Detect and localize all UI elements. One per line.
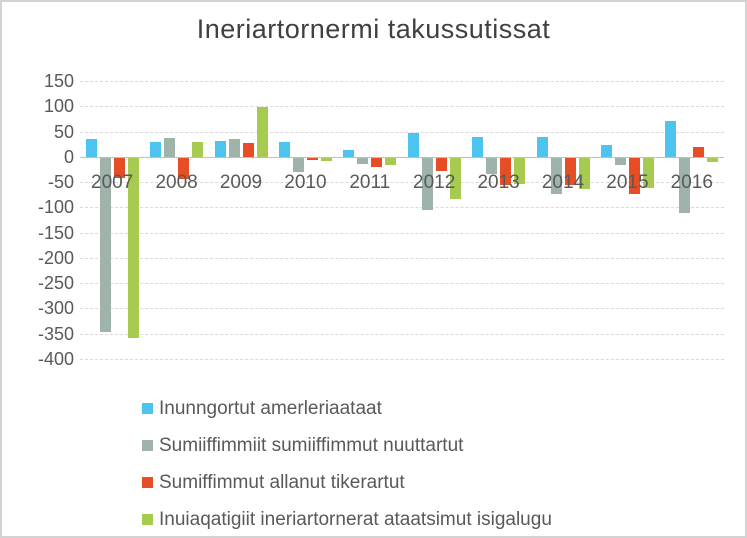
- chart-title: Ineriartornermi takussutissat: [196, 14, 551, 44]
- bar-series-2-2011: [357, 157, 369, 165]
- gridline: [80, 283, 724, 285]
- bar-series-3-2013: [500, 157, 512, 186]
- gridline: [80, 333, 724, 335]
- bar-series-2-2014: [550, 157, 562, 194]
- gridline: [80, 106, 724, 108]
- bar-series-3-2012: [435, 157, 447, 171]
- bar-series-3-2015: [628, 157, 640, 195]
- legend-item-3: Sumiffimmut allanut tikerartut: [142, 472, 552, 493]
- bar-series-3-2014: [564, 157, 576, 186]
- bar-series-2-2010: [292, 157, 304, 173]
- y-tick-label: -50: [47, 172, 74, 193]
- legend-swatch-icon: [142, 440, 153, 451]
- legend-swatch-icon: [142, 514, 153, 525]
- y-tick-label: -100: [37, 197, 74, 218]
- gridline: [80, 308, 724, 310]
- zero-axis-line: [80, 156, 724, 158]
- bar-series-1-2014: [536, 136, 548, 157]
- bar-series-3-2007: [113, 157, 125, 179]
- bar-series-4-2009: [256, 106, 268, 157]
- bar-series-1-2009: [214, 140, 226, 157]
- bar-series-3-2011: [371, 157, 383, 168]
- bar-series-1-2016: [665, 120, 677, 157]
- bar-series-2-2016: [679, 157, 691, 214]
- legend-label: Sumiiffimmiit sumiiffimmut nuuttartut: [159, 434, 464, 456]
- y-tick-label: -300: [37, 298, 74, 319]
- bar-series-1-2011: [343, 150, 355, 157]
- y-tick-label: 0: [63, 146, 74, 167]
- bar-series-2-2013: [486, 157, 498, 174]
- x-category-label: 2008: [155, 171, 198, 193]
- legend-item-2: Sumiiffimmiit sumiiffimmut nuuttartut: [142, 435, 552, 456]
- y-tick-label: -150: [37, 222, 74, 243]
- legend-swatch-icon: [142, 477, 153, 488]
- bar-series-1-2012: [407, 132, 419, 157]
- x-category-label: 2009: [219, 171, 263, 193]
- y-tick-label: 100: [43, 96, 74, 117]
- bar-series-4-2011: [385, 157, 397, 165]
- gridline: [80, 257, 724, 259]
- bar-series-3-2016: [693, 146, 705, 157]
- bar-series-4-2012: [449, 157, 461, 200]
- bar-series-1-2008: [150, 141, 162, 157]
- x-category-label: 2015: [606, 171, 649, 193]
- gridline: [80, 359, 724, 360]
- bar-series-3-2009: [242, 143, 254, 157]
- y-tick-label: 50: [53, 121, 74, 142]
- bar-series-1-2013: [472, 136, 484, 157]
- x-category-label: 2007: [91, 171, 134, 193]
- bar-series-2-2015: [614, 157, 626, 166]
- legend-label: Sumiffimmut allanut tikerartut: [159, 471, 405, 493]
- legend-label: Inunngortut amerleriaataat: [159, 397, 382, 419]
- bar-series-2-2008: [164, 137, 176, 157]
- bar-series-3-2008: [178, 157, 190, 180]
- gridline: [80, 182, 724, 184]
- x-category-label: 2013: [477, 171, 520, 193]
- bar-series-4-2015: [642, 157, 654, 189]
- bar-series-2-2009: [228, 139, 240, 157]
- bar-series-1-2007: [85, 139, 97, 157]
- y-tick-label: -200: [37, 247, 74, 268]
- x-category-label: 2010: [284, 171, 327, 193]
- y-tick-label: -400: [37, 349, 74, 369]
- x-category-label: 2014: [541, 171, 585, 193]
- y-tick-label: -250: [37, 273, 74, 294]
- bar-series-4-2016: [707, 157, 719, 163]
- legend-item-4: Inuiaqatigiit ineriartornerat ataatsimut…: [142, 509, 552, 530]
- gridline: [80, 81, 724, 82]
- bar-series-3-2010: [306, 157, 318, 161]
- bar-series-4-2008: [192, 141, 204, 157]
- bar-series-4-2014: [578, 157, 590, 190]
- x-category-label: 2016: [670, 171, 713, 193]
- gridline: [80, 207, 724, 209]
- bar-series-1-2010: [278, 142, 290, 157]
- y-tick-label: 150: [43, 71, 74, 91]
- legend: Inunngortut amerleriaataat Sumiiffimmiit …: [142, 398, 552, 536]
- bar-series-4-2010: [320, 157, 332, 161]
- y-tick-label: -350: [37, 323, 74, 344]
- bar-series-4-2013: [514, 157, 526, 184]
- legend-label: Inuiaqatigiit ineriartornerat ataatsimut…: [159, 508, 552, 530]
- bar-series-4-2007: [127, 157, 139, 339]
- x-category-label: 2011: [349, 171, 391, 193]
- gridline: [80, 131, 724, 133]
- gridline: [80, 232, 724, 234]
- x-category-label: 2012: [413, 171, 456, 193]
- bar-series-2-2012: [421, 157, 433, 210]
- legend-swatch-icon: [142, 403, 153, 414]
- bar-series-2-2007: [99, 157, 111, 333]
- bar-series-1-2015: [600, 144, 612, 157]
- legend-item-1: Inunngortut amerleriaataat: [142, 398, 552, 419]
